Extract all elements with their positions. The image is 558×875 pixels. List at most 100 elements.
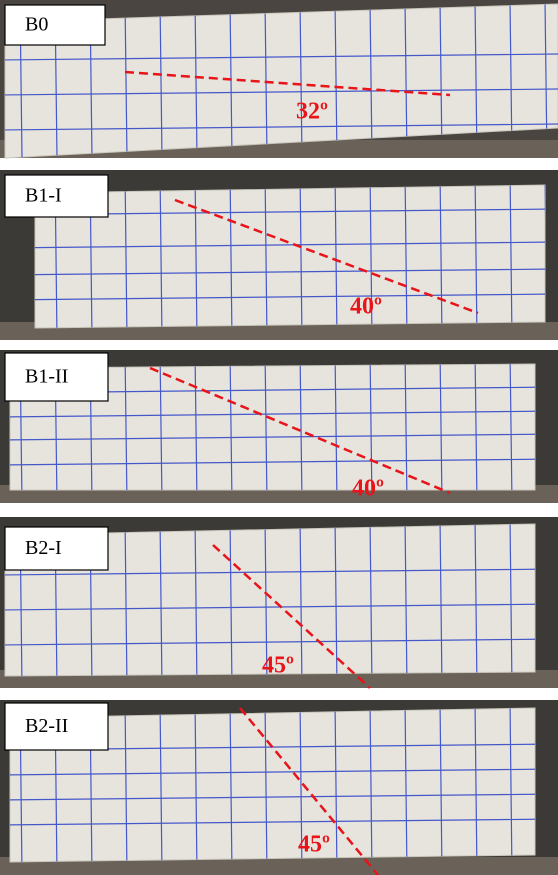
grid-line (299, 708, 303, 862)
photo-panel: 40º B1-I (0, 170, 558, 340)
label-box (4, 4, 106, 46)
grid-line (264, 524, 268, 676)
grid-line (264, 708, 268, 862)
grid-line (194, 4, 198, 158)
grid-line (229, 524, 233, 676)
crack-line (174, 198, 479, 315)
grid-line (159, 524, 163, 676)
angle-label: 40º (352, 476, 384, 502)
grid-line (404, 364, 408, 490)
label-box (4, 702, 109, 751)
grid-line (334, 364, 338, 490)
grid-line (369, 708, 373, 862)
grid-line (194, 708, 198, 862)
grid-line (509, 185, 513, 328)
grid (10, 708, 535, 862)
grid-line (159, 708, 163, 862)
panel-label: B2-II (25, 715, 68, 737)
grid-line (124, 708, 128, 862)
panel-label: B1-I (25, 185, 62, 207)
grid-line (159, 4, 163, 158)
grid (5, 524, 535, 676)
beam (9, 363, 536, 491)
crack-line (239, 707, 379, 875)
grid-line (509, 364, 513, 490)
grid-line (404, 708, 408, 862)
beam (4, 523, 536, 677)
grid-line (334, 708, 338, 862)
grid-line (194, 524, 198, 676)
panel-label: B0 (25, 14, 48, 36)
grid-line (124, 185, 128, 328)
grid-line (229, 708, 233, 862)
crack-line (212, 544, 371, 689)
floor (0, 857, 558, 875)
grid-line (439, 4, 443, 158)
grid-line (439, 364, 443, 490)
grid-line (5, 603, 535, 611)
grid-line (124, 4, 128, 158)
grid-line (369, 524, 373, 676)
grid (35, 185, 545, 328)
grid-line (5, 568, 535, 576)
grid-line (334, 185, 338, 328)
grid-line (159, 185, 163, 328)
angle-label: 45º (262, 653, 294, 679)
crack-line (124, 70, 451, 97)
grid-line (10, 793, 535, 801)
grid-line (264, 185, 268, 328)
photo-panel: 45º B2-II (0, 700, 558, 875)
grid-line (35, 293, 545, 301)
grid-line (35, 241, 545, 249)
grid-line (10, 433, 535, 441)
grid-line (229, 185, 233, 328)
grid-line (299, 185, 303, 328)
grid-line (404, 4, 408, 158)
grid-line (124, 524, 128, 676)
grid-line (5, 123, 558, 131)
grid-line (299, 524, 303, 676)
grid-line (369, 185, 373, 328)
grid-line (124, 364, 128, 490)
grid-line (404, 524, 408, 676)
grid-line (439, 185, 443, 328)
grid-line (10, 458, 535, 466)
grid-line (194, 364, 198, 490)
grid-line (404, 185, 408, 328)
grid-line (474, 364, 478, 490)
panel-label: B1-II (25, 366, 68, 388)
grid-line (474, 4, 478, 158)
grid-line (35, 268, 545, 276)
grid-line (334, 4, 338, 158)
grid-line (5, 88, 558, 96)
angle-label: 40º (350, 294, 382, 320)
grid-line (5, 638, 535, 646)
grid-line (369, 364, 373, 490)
grid-line (299, 364, 303, 490)
label-box (4, 174, 109, 218)
grid-line (334, 524, 338, 676)
grid-line (474, 185, 478, 328)
grid-line (474, 708, 478, 862)
grid-line (369, 4, 373, 158)
grid-line (229, 364, 233, 490)
grid-line (5, 53, 558, 61)
angle-label: 45º (298, 832, 330, 858)
grid-line (10, 768, 535, 776)
grid-line (194, 185, 198, 328)
grid-line (439, 708, 443, 862)
photo-panel: 40º B1-II (0, 350, 558, 503)
grid-line (264, 4, 268, 158)
grid-line (10, 410, 535, 418)
label-box (4, 352, 109, 402)
grid-line (10, 818, 535, 826)
grid-line (264, 364, 268, 490)
crack-line (149, 366, 451, 495)
beam (4, 3, 558, 159)
photo-panel: 32º B0 (0, 0, 558, 159)
grid-line (474, 524, 478, 676)
beam (34, 184, 546, 329)
grid-line (159, 364, 163, 490)
